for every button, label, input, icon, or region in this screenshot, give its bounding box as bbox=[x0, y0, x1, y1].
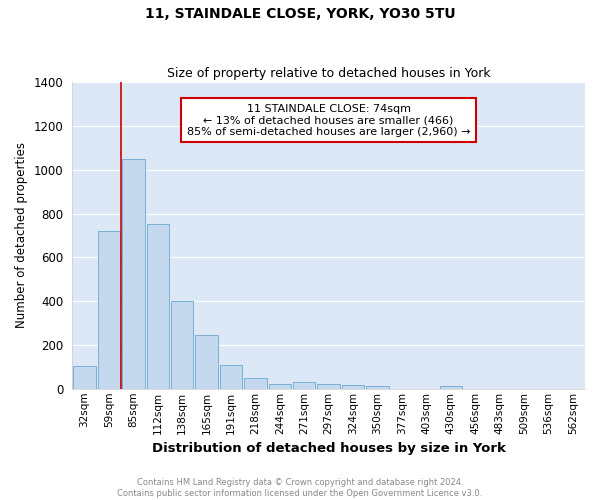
Bar bbox=[73, 366, 96, 389]
Y-axis label: Number of detached properties: Number of detached properties bbox=[15, 142, 28, 328]
Bar bbox=[366, 386, 389, 389]
Text: 11, STAINDALE CLOSE, YORK, YO30 5TU: 11, STAINDALE CLOSE, YORK, YO30 5TU bbox=[145, 8, 455, 22]
Bar bbox=[98, 231, 120, 389]
Bar bbox=[269, 384, 291, 389]
Bar bbox=[171, 301, 193, 389]
Bar bbox=[293, 382, 316, 389]
Bar bbox=[342, 385, 364, 389]
Bar bbox=[196, 335, 218, 389]
Bar bbox=[220, 364, 242, 389]
Text: Contains HM Land Registry data © Crown copyright and database right 2024.
Contai: Contains HM Land Registry data © Crown c… bbox=[118, 478, 482, 498]
X-axis label: Distribution of detached houses by size in York: Distribution of detached houses by size … bbox=[152, 442, 506, 455]
Title: Size of property relative to detached houses in York: Size of property relative to detached ho… bbox=[167, 66, 490, 80]
Bar bbox=[244, 378, 266, 389]
Bar bbox=[440, 386, 462, 389]
Text: 11 STAINDALE CLOSE: 74sqm
← 13% of detached houses are smaller (466)
85% of semi: 11 STAINDALE CLOSE: 74sqm ← 13% of detac… bbox=[187, 104, 470, 136]
Bar bbox=[317, 384, 340, 389]
Bar bbox=[122, 158, 145, 389]
Bar bbox=[146, 224, 169, 389]
